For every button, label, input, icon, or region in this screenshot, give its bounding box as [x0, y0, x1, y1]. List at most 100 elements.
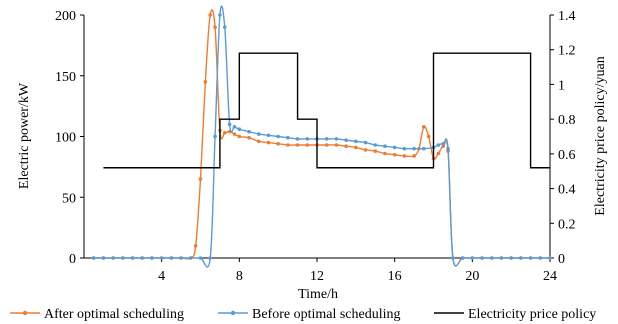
data-point	[324, 143, 329, 147]
right-y-axis-title: Electricity price policy/yuan	[593, 56, 608, 215]
data-point	[412, 154, 416, 158]
left-y-ticks: 0 50 100 150 200	[55, 9, 84, 267]
data-point	[213, 134, 217, 139]
series-line-price	[103, 52, 550, 169]
right-y-ticks: 0 0.2 0.4 0.6 0.8 1 1.2 1.4	[550, 9, 576, 267]
data-point	[363, 148, 368, 152]
legend-item-after: After optimal scheduling	[10, 307, 184, 322]
data-point	[101, 256, 106, 260]
data-point	[247, 135, 251, 140]
data-point	[421, 124, 426, 129]
data-point	[188, 256, 193, 260]
data-point	[213, 25, 217, 29]
data-point	[538, 256, 543, 260]
right-y-tick-label: 0.2	[558, 217, 576, 232]
data-point	[392, 145, 397, 150]
data-point	[402, 154, 407, 158]
data-point	[426, 134, 431, 139]
data-point	[519, 256, 523, 260]
data-point	[528, 256, 533, 260]
data-point	[363, 140, 368, 145]
data-point	[480, 256, 484, 260]
data-point	[441, 141, 446, 146]
data-point	[222, 25, 227, 29]
left-y-tick-label: 200	[55, 9, 76, 24]
series-0	[91, 9, 552, 267]
data-point	[383, 151, 387, 156]
data-point	[295, 143, 300, 147]
data-point	[392, 152, 397, 157]
data-point	[130, 256, 135, 260]
data-point	[305, 143, 310, 147]
data-point	[198, 177, 203, 181]
legend-label-after: After optimal scheduling	[44, 307, 184, 322]
right-y-tick-label: 1	[558, 78, 565, 93]
data-point	[276, 134, 280, 139]
data-point	[91, 256, 96, 260]
x-tick-label: 8	[236, 269, 243, 284]
data-point	[169, 256, 174, 260]
right-y-tick-label: 0.6	[558, 148, 576, 163]
data-point	[247, 129, 251, 134]
legend-marker-before	[230, 310, 236, 316]
data-point	[121, 256, 125, 260]
data-point	[286, 135, 290, 140]
data-point	[222, 131, 227, 135]
data-point	[436, 151, 441, 156]
data-point	[203, 80, 208, 84]
data-point	[412, 146, 416, 151]
data-point	[232, 124, 237, 129]
series-1	[91, 5, 552, 268]
x-axis-title: Time/h	[298, 287, 338, 302]
data-point	[421, 146, 426, 151]
data-point	[266, 133, 271, 138]
data-point	[436, 143, 441, 147]
data-point	[451, 256, 455, 260]
data-point	[276, 141, 280, 146]
data-point	[446, 146, 450, 151]
data-point	[548, 256, 552, 260]
data-point	[373, 143, 378, 147]
data-point	[237, 134, 242, 139]
data-point	[208, 256, 213, 260]
right-y-tick-label: 0.4	[558, 183, 576, 198]
data-point	[179, 256, 183, 260]
data-point	[344, 138, 348, 142]
left-y-tick-label: 100	[55, 131, 76, 146]
data-point	[159, 256, 164, 260]
data-point	[295, 137, 300, 141]
data-point	[499, 256, 504, 260]
legend-label-price: Electricity price policy	[468, 307, 596, 322]
data-point	[232, 132, 237, 136]
x-ticks: 4 8 12 16 20 24	[158, 258, 557, 284]
data-point	[354, 145, 358, 150]
series-2	[103, 52, 550, 169]
data-point	[227, 122, 232, 127]
left-y-tick-label: 50	[62, 191, 76, 206]
x-tick-label: 20	[465, 269, 479, 284]
data-point	[344, 144, 348, 149]
legend-item-before: Before optimal scheduling	[218, 307, 401, 322]
data-point	[324, 137, 329, 141]
left-y-axis-title: Electric power/kW	[17, 82, 32, 189]
data-point	[334, 143, 339, 147]
legend-marker-after	[22, 310, 28, 316]
data-point	[509, 256, 513, 260]
data-point	[237, 127, 242, 132]
data-point	[193, 244, 198, 248]
left-y-tick-label: 150	[55, 70, 76, 85]
series-line-1	[93, 5, 550, 268]
data-point	[334, 137, 339, 141]
data-point	[150, 256, 154, 260]
data-point	[305, 137, 310, 141]
data-point	[218, 13, 222, 17]
data-point	[140, 256, 145, 260]
x-tick-label: 24	[543, 269, 557, 284]
data-point	[354, 139, 358, 144]
legend-item-price: Electricity price policy	[434, 307, 596, 322]
right-y-tick-label: 1.2	[558, 44, 576, 59]
legend-label-before: Before optimal scheduling	[252, 307, 401, 322]
data-point	[460, 256, 465, 260]
data-point	[383, 144, 387, 149]
